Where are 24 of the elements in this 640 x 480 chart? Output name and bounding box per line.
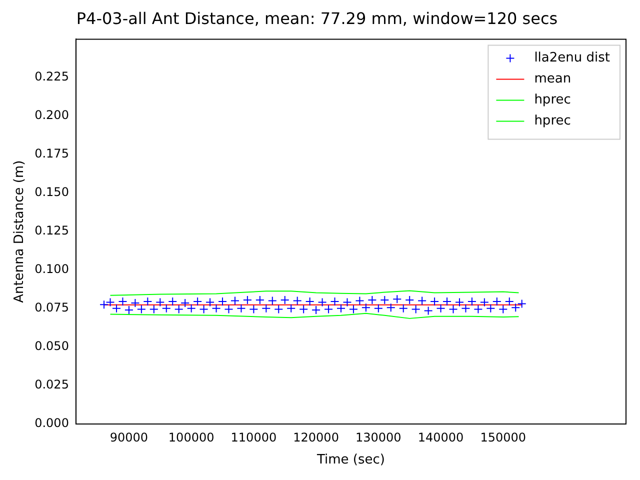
y-tick-label: 0.050 — [34, 339, 69, 354]
x-tick-label: 150000 — [480, 430, 526, 444]
y-tick-label: 0.075 — [34, 300, 69, 315]
y-tick-label: 0.000 — [34, 416, 69, 430]
x-tick-label: 120000 — [293, 430, 339, 444]
y-axis-title: Antenna Distance (m) — [12, 160, 28, 303]
chart-title: P4-03-all Ant Distance, mean: 77.29 mm, window=120 secs — [76, 8, 558, 28]
y-tick-label: 0.200 — [34, 108, 69, 122]
x-axis-title: Time (sec) — [316, 452, 385, 468]
x-tick-label: 130000 — [356, 430, 402, 444]
x-tick-label: 100000 — [168, 430, 214, 444]
legend-label: lla2enu dist — [534, 50, 610, 66]
x-tick-label: 110000 — [230, 430, 277, 444]
legend-label: hprec — [534, 92, 571, 108]
y-tick-label: 0.125 — [34, 223, 69, 238]
x-tick-label: 140000 — [418, 430, 464, 444]
x-tick-label: 90000 — [110, 430, 148, 444]
legend-label: hprec — [534, 114, 571, 129]
y-tick-label: 0.175 — [34, 146, 69, 160]
legend-label: mean — [534, 72, 572, 87]
y-tick-label: 0.025 — [34, 378, 69, 392]
y-tick-label: 0.150 — [34, 184, 69, 199]
y-tick-label: 0.100 — [34, 262, 69, 276]
y-tick-label: 0.225 — [34, 69, 69, 84]
